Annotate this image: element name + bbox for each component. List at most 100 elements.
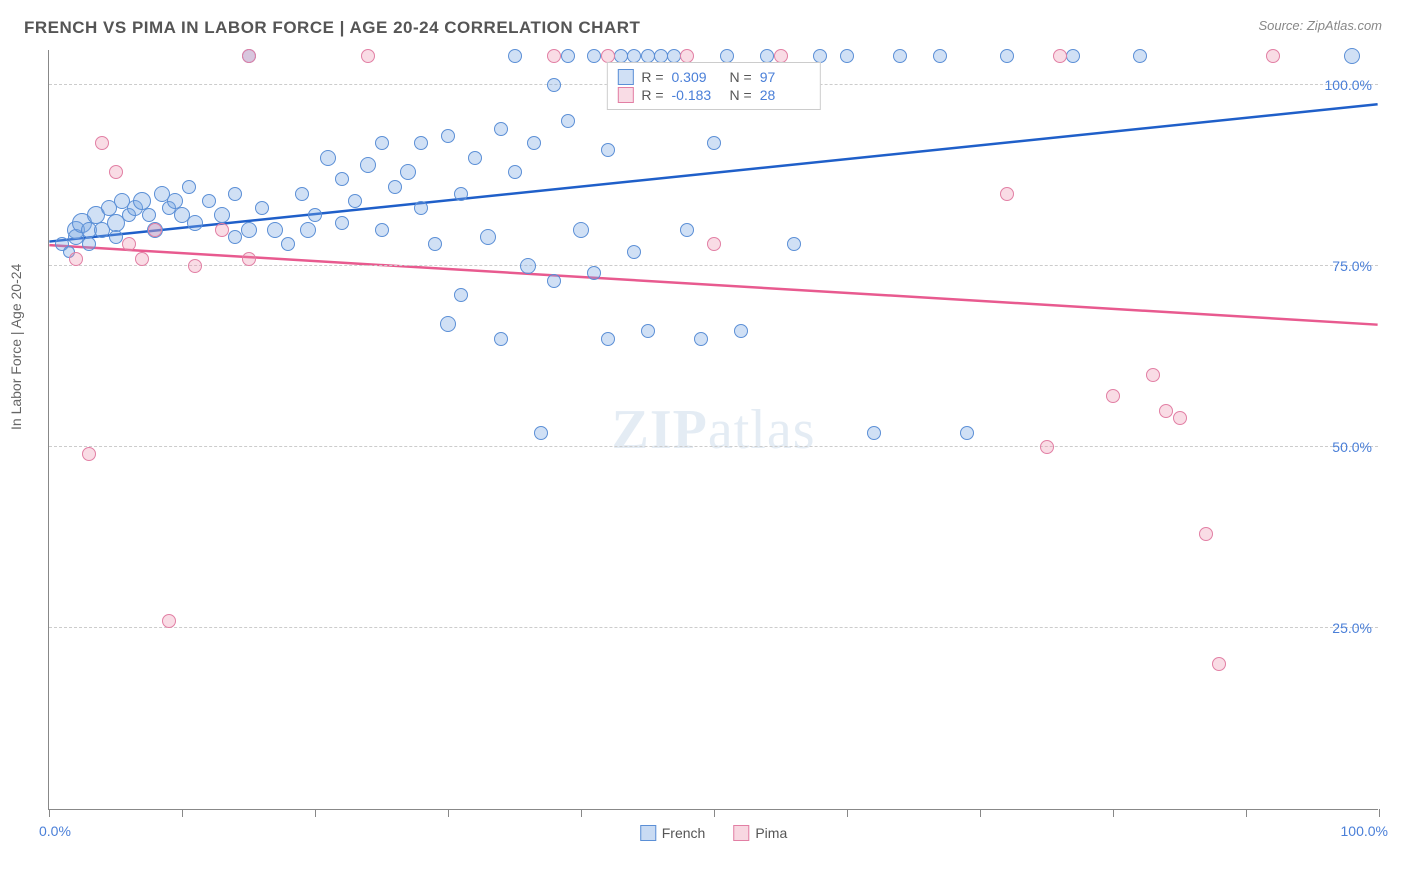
data-point: [135, 252, 149, 266]
gridline: [49, 446, 1378, 447]
data-point: [109, 165, 123, 179]
series-legend: French Pima: [640, 825, 787, 841]
data-point: [627, 245, 641, 259]
data-point: [601, 143, 615, 157]
data-point: [1040, 440, 1054, 454]
swatch-icon: [617, 87, 633, 103]
data-point: [734, 324, 748, 338]
scatter-chart: ZIPatlas R = 0.309 N = 97 R = -0.183 N =…: [48, 50, 1378, 810]
data-point: [300, 222, 316, 238]
data-point: [641, 324, 655, 338]
data-point: [707, 136, 721, 150]
data-point: [840, 49, 854, 63]
data-point: [375, 136, 389, 150]
data-point: [82, 237, 96, 251]
data-point: [95, 136, 109, 150]
x-tick: [847, 809, 848, 817]
data-point: [1159, 404, 1173, 418]
y-axis-label: In Labor Force | Age 20-24: [8, 264, 24, 430]
legend-label: French: [662, 825, 706, 841]
data-point: [320, 150, 336, 166]
data-point: [241, 222, 257, 238]
data-point: [228, 187, 242, 201]
x-tick: [182, 809, 183, 817]
data-point: [694, 332, 708, 346]
data-point: [1344, 48, 1360, 64]
data-point: [960, 426, 974, 440]
x-tick: [581, 809, 582, 817]
n-value: 97: [760, 69, 810, 85]
data-point: [142, 208, 156, 222]
y-tick-label: 100.0%: [1325, 77, 1372, 93]
data-point: [242, 252, 256, 266]
data-point: [255, 201, 269, 215]
data-point: [242, 49, 256, 63]
x-tick: [980, 809, 981, 817]
data-point: [680, 223, 694, 237]
data-point: [547, 274, 561, 288]
data-point: [400, 164, 416, 180]
r-value: 0.309: [672, 69, 722, 85]
data-point: [69, 252, 83, 266]
legend-item: French: [640, 825, 706, 841]
data-point: [520, 258, 536, 274]
x-tick: [714, 809, 715, 817]
data-point: [468, 151, 482, 165]
legend-label: Pima: [755, 825, 787, 841]
data-point: [295, 187, 309, 201]
x-min-label: 0.0%: [39, 823, 71, 839]
data-point: [547, 49, 561, 63]
data-point: [133, 192, 151, 210]
data-point: [508, 49, 522, 63]
data-point: [1199, 527, 1213, 541]
x-tick: [1379, 809, 1380, 817]
data-point: [348, 194, 362, 208]
swatch-icon: [617, 69, 633, 85]
data-point: [148, 223, 162, 237]
data-point: [281, 237, 295, 251]
data-point: [308, 208, 322, 222]
data-point: [82, 447, 96, 461]
stats-row: R = -0.183 N = 28: [617, 87, 809, 103]
data-point: [573, 222, 589, 238]
data-point: [187, 215, 203, 231]
trendlines-svg: [49, 50, 1378, 809]
data-point: [1106, 389, 1120, 403]
data-point: [547, 78, 561, 92]
data-point: [335, 216, 349, 230]
r-label: R =: [641, 87, 663, 103]
data-point: [388, 180, 402, 194]
data-point: [182, 180, 196, 194]
stats-legend: R = 0.309 N = 97 R = -0.183 N = 28: [606, 62, 820, 110]
data-point: [867, 426, 881, 440]
data-point: [787, 237, 801, 251]
x-tick: [1113, 809, 1114, 817]
x-tick: [49, 809, 50, 817]
n-label: N =: [730, 87, 752, 103]
data-point: [561, 114, 575, 128]
x-tick: [315, 809, 316, 817]
data-point: [414, 201, 428, 215]
data-point: [440, 316, 456, 332]
data-point: [361, 49, 375, 63]
swatch-icon: [733, 825, 749, 841]
y-tick-label: 50.0%: [1332, 439, 1372, 455]
watermark: ZIPatlas: [612, 398, 816, 462]
data-point: [267, 222, 283, 238]
n-label: N =: [730, 69, 752, 85]
data-point: [1173, 411, 1187, 425]
data-point: [893, 49, 907, 63]
data-point: [534, 426, 548, 440]
data-point: [109, 230, 123, 244]
data-point: [601, 332, 615, 346]
y-tick-label: 25.0%: [1332, 620, 1372, 636]
data-point: [360, 157, 376, 173]
data-point: [454, 187, 468, 201]
source-attribution: Source: ZipAtlas.com: [1258, 18, 1382, 33]
data-point: [162, 614, 176, 628]
data-point: [494, 122, 508, 136]
data-point: [215, 223, 229, 237]
data-point: [1133, 49, 1147, 63]
data-point: [454, 288, 468, 302]
r-value: -0.183: [672, 87, 722, 103]
